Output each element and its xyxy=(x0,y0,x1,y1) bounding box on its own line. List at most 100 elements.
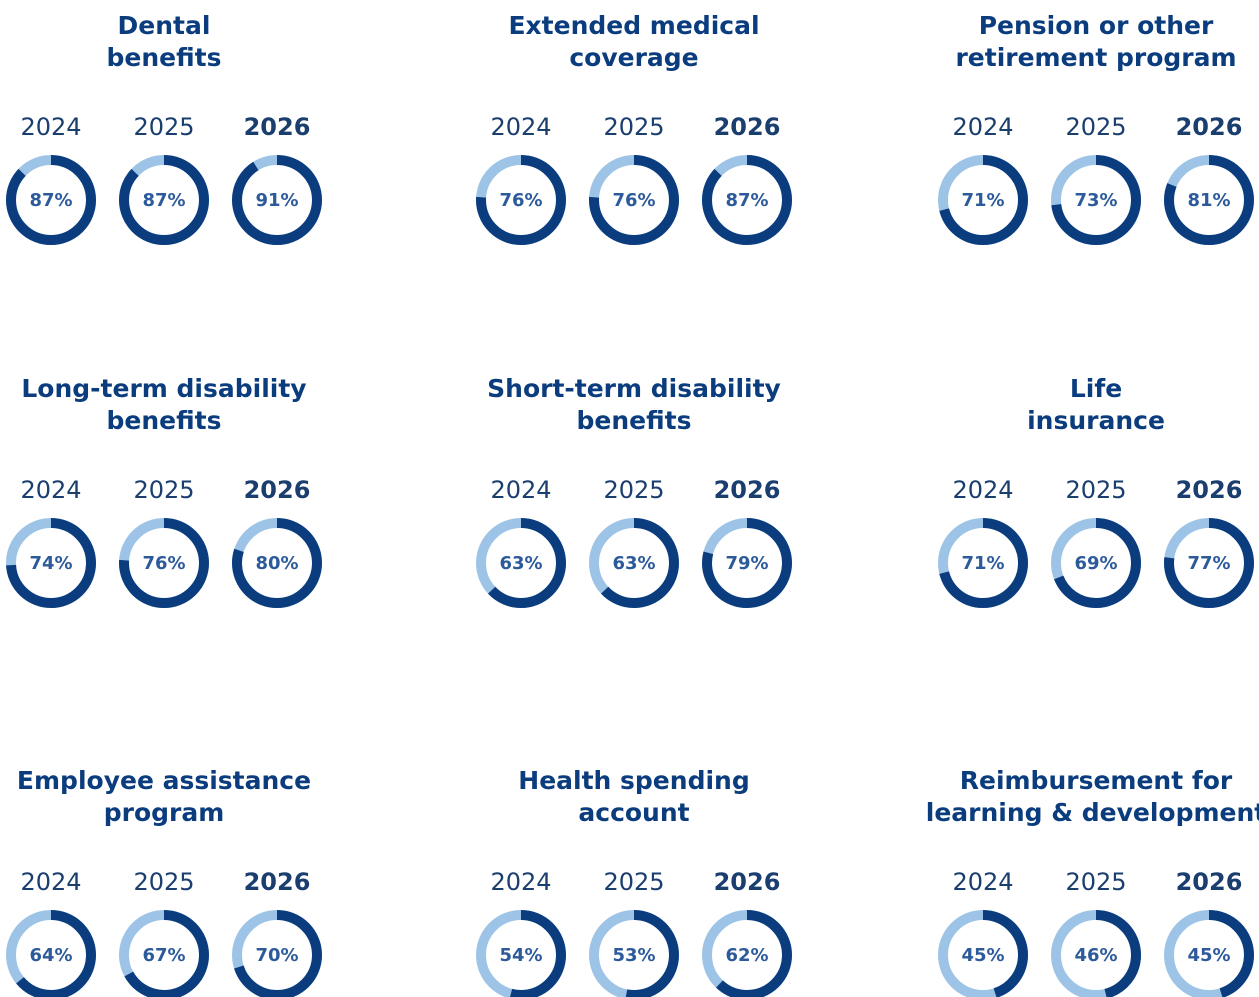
panel-title: coverage xyxy=(569,43,698,72)
donut-arc xyxy=(702,518,792,608)
year-label: 2025 xyxy=(1065,476,1126,504)
value-label: 74% xyxy=(29,553,72,574)
panel-title: benefits xyxy=(107,406,222,435)
value-label: 45% xyxy=(961,945,1004,966)
donut-arc xyxy=(589,518,679,608)
panel-title: benefits xyxy=(577,406,692,435)
year-label: 2025 xyxy=(603,868,664,896)
donut-arc xyxy=(119,155,209,245)
donut-panel: Long-term disability benefits 2024 74% 2025 7… xyxy=(6,374,322,608)
value-label: 71% xyxy=(961,190,1004,211)
panel-title: benefits xyxy=(107,43,222,72)
donut-panel: Extended medical coverage 2024 76% 2025 76% 20… xyxy=(476,11,792,245)
year-label: 2026 xyxy=(1176,113,1243,141)
year-label: 2026 xyxy=(244,868,311,896)
value-label: 67% xyxy=(142,945,185,966)
donut-panel: Employee assistance program 2024 64% 2025 67%… xyxy=(6,766,322,997)
donut-arc xyxy=(6,155,96,245)
donut-arc xyxy=(938,155,1028,245)
panel-title: Employee assistance xyxy=(17,766,311,795)
donut-arc xyxy=(589,910,679,997)
value-label: 76% xyxy=(612,190,655,211)
donut-arc xyxy=(938,518,1028,608)
value-label: 63% xyxy=(499,553,542,574)
year-label: 2025 xyxy=(603,113,664,141)
value-label: 76% xyxy=(142,553,185,574)
value-label: 81% xyxy=(1187,190,1230,211)
value-label: 53% xyxy=(612,945,655,966)
value-label: 77% xyxy=(1187,553,1230,574)
value-label: 70% xyxy=(255,945,298,966)
panel-title: Dental xyxy=(118,11,211,40)
panel-title: Long-term disability xyxy=(21,374,306,403)
panel-title: program xyxy=(104,798,225,827)
value-label: 45% xyxy=(1187,945,1230,966)
panel-title: Pension or other xyxy=(979,11,1214,40)
value-label: 87% xyxy=(142,190,185,211)
value-label: 63% xyxy=(612,553,655,574)
value-label: 87% xyxy=(29,190,72,211)
year-label: 2025 xyxy=(133,868,194,896)
donut-arc xyxy=(119,518,209,608)
panel-title: Extended medical xyxy=(508,11,759,40)
donut-arc xyxy=(232,910,322,997)
year-label: 2024 xyxy=(952,868,1013,896)
year-label: 2024 xyxy=(952,113,1013,141)
year-label: 2024 xyxy=(490,476,551,504)
value-label: 71% xyxy=(961,553,1004,574)
year-label: 2025 xyxy=(603,476,664,504)
year-label: 2024 xyxy=(20,476,81,504)
year-label: 2024 xyxy=(490,113,551,141)
donut-arc xyxy=(232,518,322,608)
donut-arc xyxy=(476,518,566,608)
year-label: 2025 xyxy=(1065,113,1126,141)
donut-arc xyxy=(938,910,1028,997)
donut-arc xyxy=(1051,155,1141,245)
donut-arc xyxy=(1164,910,1254,997)
year-label: 2026 xyxy=(244,476,311,504)
year-label: 2025 xyxy=(1065,868,1126,896)
value-label: 76% xyxy=(499,190,542,211)
donut-arc xyxy=(1164,155,1254,245)
donut-arc xyxy=(1164,518,1254,608)
donut-arc xyxy=(232,155,322,245)
donut-arc xyxy=(1051,910,1141,997)
year-label: 2026 xyxy=(714,868,781,896)
donut-panel: Life insurance 2024 71% 2025 69% 2026 77% xyxy=(938,374,1254,608)
donut-arc xyxy=(119,910,209,997)
donut-arc xyxy=(702,910,792,997)
donut-arc xyxy=(1051,518,1141,608)
value-label: 62% xyxy=(725,945,768,966)
donut-arc xyxy=(6,518,96,608)
donut-arc xyxy=(476,910,566,997)
value-label: 73% xyxy=(1074,190,1117,211)
panel-title: Reimbursement for xyxy=(960,766,1233,795)
value-label: 80% xyxy=(255,553,298,574)
panel-title: learning & development xyxy=(926,798,1259,827)
year-label: 2026 xyxy=(1176,868,1243,896)
donut-panel: Short-term disability benefits 2024 63% 2025… xyxy=(476,374,792,608)
year-label: 2025 xyxy=(133,476,194,504)
year-label: 2026 xyxy=(244,113,311,141)
year-label: 2026 xyxy=(714,113,781,141)
value-label: 79% xyxy=(725,553,768,574)
panel-title: Health spending xyxy=(518,766,749,795)
year-label: 2025 xyxy=(133,113,194,141)
value-label: 54% xyxy=(499,945,542,966)
donut-arc xyxy=(589,155,679,245)
donut-panel: Reimbursement for learning & development 2… xyxy=(926,766,1259,997)
donut-panel: Dental benefits 2024 87% 2025 87% 2026 91% xyxy=(6,11,322,245)
donut-panel: Pension or other retirement program 2024 71… xyxy=(938,11,1254,245)
donut-arc xyxy=(476,155,566,245)
value-label: 87% xyxy=(725,190,768,211)
value-label: 69% xyxy=(1074,553,1117,574)
panel-title: account xyxy=(578,798,689,827)
panel-title: Life xyxy=(1070,374,1122,403)
panel-title: Short-term disability xyxy=(487,374,781,403)
year-label: 2026 xyxy=(1176,476,1243,504)
panel-title: retirement program xyxy=(955,43,1236,72)
year-label: 2024 xyxy=(952,476,1013,504)
donut-arc xyxy=(6,910,96,997)
